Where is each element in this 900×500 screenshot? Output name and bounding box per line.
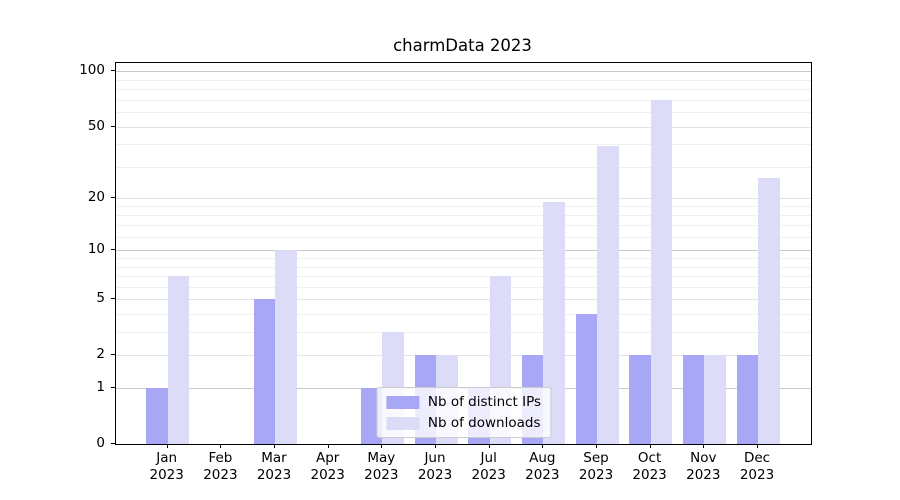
bar-jan-distinct-ips: [146, 388, 168, 444]
gridline: [116, 276, 811, 278]
y-tick-label: 50: [87, 117, 105, 134]
bar-nov-downloads: [704, 355, 726, 444]
gridline: [116, 215, 811, 217]
y-tick-label: 0: [96, 435, 105, 451]
x-tick-mark: [381, 444, 383, 448]
gridline: [116, 266, 811, 268]
x-tick-mark: [488, 444, 490, 448]
x-tick-label: Feb 2023: [203, 450, 238, 483]
x-tick-label: May 2023: [364, 450, 399, 483]
bar-jan-downloads: [167, 276, 190, 444]
legend-swatch-downloads: [385, 416, 419, 430]
bar-aug-downloads: [543, 202, 565, 444]
gridline: [116, 225, 811, 227]
gridline: [116, 236, 811, 238]
x-tick-mark: [435, 444, 436, 448]
x-tick-label: Apr 2023: [310, 450, 345, 483]
gridline: [116, 198, 811, 200]
legend-label-downloads: Nb of downloads: [427, 415, 541, 431]
y-tick-label: 10: [87, 241, 105, 258]
gridline: [116, 314, 811, 315]
bar-sep-downloads: [597, 146, 619, 444]
gridline: [116, 166, 811, 168]
gridline: [116, 206, 811, 208]
bar-oct-distinct-ips: [629, 355, 651, 444]
y-tick-label: 2: [96, 346, 105, 363]
x-tick-label: Jun 2023: [417, 450, 453, 483]
gridline: [116, 144, 811, 146]
bar-dec-downloads: [758, 177, 780, 444]
x-tick-mark: [220, 444, 222, 448]
legend-label-distinct-ips: Nb of distinct IPs: [427, 394, 542, 410]
y-tick-mark: [111, 387, 115, 388]
legend: Nb of distinct IPs Nb of downloads: [375, 387, 552, 438]
x-tick-mark: [166, 444, 168, 448]
bar-nov-distinct-ips: [682, 355, 705, 444]
gridline: [116, 89, 811, 91]
bar-mar-distinct-ips: [253, 299, 275, 444]
chart-title: charmData 2023: [393, 36, 532, 55]
x-tick-label: Dec 2023: [739, 450, 775, 483]
gridline: [116, 126, 811, 128]
x-tick-mark: [703, 444, 705, 448]
x-tick-label: Mar 2023: [256, 450, 292, 483]
y-tick-label: 1: [96, 379, 105, 395]
gridline: [116, 332, 811, 334]
gridline: [116, 99, 811, 101]
gridline: [116, 299, 811, 301]
x-tick-mark: [596, 444, 597, 448]
x-tick-label: Nov 2023: [686, 450, 721, 483]
gridline: [116, 79, 811, 81]
gridline: [116, 112, 811, 114]
gridline: [116, 258, 811, 260]
y-tick-label: 5: [96, 290, 105, 307]
gridline: [116, 286, 811, 288]
y-tick-mark: [111, 298, 115, 300]
gridline: [116, 71, 811, 73]
x-tick-label: Oct 2023: [632, 450, 667, 483]
x-tick-label: Sep 2023: [578, 450, 614, 483]
x-tick-label: Aug 2023: [525, 450, 560, 483]
gridline: [116, 250, 811, 252]
legend-swatch-distinct-ips: [385, 395, 419, 409]
bar-dec-distinct-ips: [736, 355, 758, 444]
y-tick-mark: [111, 197, 115, 199]
x-tick-mark: [757, 444, 758, 448]
x-tick-mark: [649, 444, 651, 448]
x-tick-label: Jan 2023: [149, 450, 184, 483]
y-tick-mark: [111, 249, 115, 251]
y-tick-mark: [111, 125, 115, 127]
legend-row-downloads: Nb of downloads: [385, 415, 541, 431]
y-tick-mark: [111, 70, 115, 72]
x-tick-mark: [542, 444, 544, 448]
y-tick-mark: [111, 354, 115, 356]
y-tick-mark: [111, 443, 115, 444]
plot-area: Nb of distinct IPs Nb of downloads: [115, 62, 812, 445]
legend-row-distinct-ips: Nb of distinct IPs: [385, 394, 542, 410]
bar-mar-downloads: [275, 250, 297, 444]
y-tick-label: 100: [79, 62, 105, 79]
bar-oct-downloads: [650, 99, 673, 444]
x-tick-mark: [274, 444, 275, 448]
x-tick-mark: [327, 444, 329, 448]
y-tick-label: 20: [87, 189, 105, 206]
x-tick-label: Jul 2023: [471, 450, 506, 483]
bar-sep-distinct-ips: [575, 314, 597, 444]
gridline: [116, 355, 811, 357]
